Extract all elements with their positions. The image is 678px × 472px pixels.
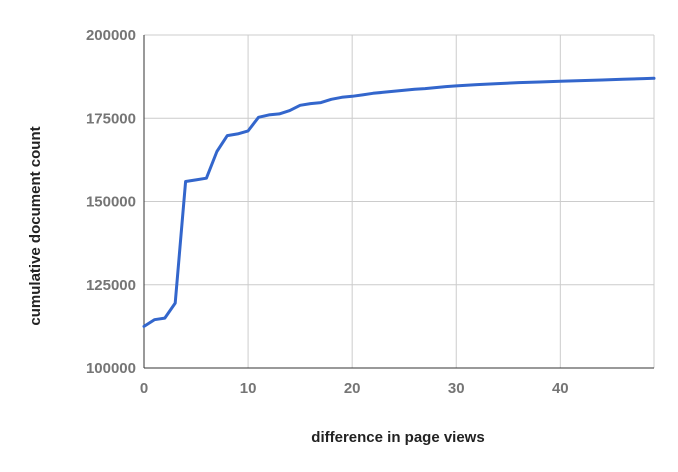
y-tick-label: 200000: [86, 27, 136, 44]
x-tick-label: 10: [240, 380, 257, 397]
y-tick-label: 150000: [86, 194, 136, 211]
y-tick-label: 175000: [86, 110, 136, 127]
series-line: [142, 76, 656, 328]
axis-layer: [143, 35, 654, 369]
x-tick-label: 40: [552, 380, 569, 397]
y-tick-label: 125000: [86, 277, 136, 294]
x-tick-label: 30: [448, 380, 465, 397]
series-layer: [142, 76, 656, 328]
y-tick-label: 100000: [86, 360, 136, 377]
grid-layer: [144, 34, 655, 368]
x-tick-label: 0: [140, 380, 148, 397]
x-axis-title: difference in page views: [311, 429, 484, 446]
y-axis-title: cumulative document count: [27, 126, 44, 325]
x-tick-label: 20: [344, 380, 361, 397]
tick-label-layer: 100000 125000 150000 175000 200000 0 10 20 30 40: [86, 27, 569, 397]
